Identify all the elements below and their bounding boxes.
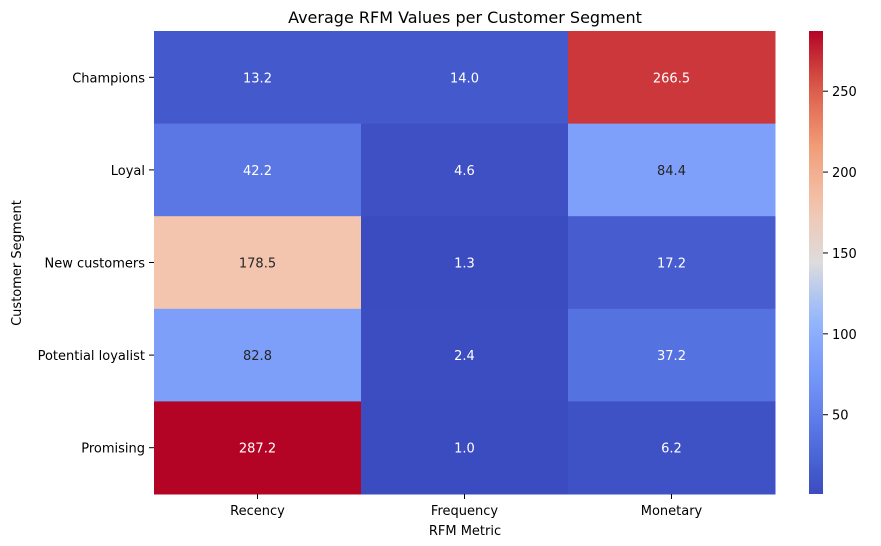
colorbar-tick-label: 100 [832,328,857,343]
cell-value-label: 1.3 [454,257,475,272]
x-tick-label: Frequency [431,504,498,519]
heatmap-cell [568,123,776,217]
cell-value-label: 84.4 [657,164,686,179]
colorbar-gradient [809,31,823,494]
colorbar-tick-label: 200 [832,166,857,181]
cell-value-label: 2.4 [454,349,475,364]
colorbar-tick-label: 50 [832,409,849,424]
x-tick-label: Recency [230,504,285,519]
heatmap-cell [154,401,362,495]
y-tick-label: Potential loyalist [38,349,145,364]
cell-value-label: 82.8 [243,349,272,364]
heatmap-cell [568,401,776,495]
cell-value-label: 13.2 [243,71,272,86]
heatmap-cell [361,31,569,125]
heatmap-cell [154,31,362,125]
heatmap-cells [154,31,776,495]
cell-value-label: 37.2 [657,349,686,364]
colorbar-tick-label: 250 [832,85,857,100]
cell-value-label: 4.6 [454,164,475,179]
x-axis-label: RFM Metric [429,524,501,539]
chart-title: Average RFM Values per Customer Segment [288,8,642,27]
heatmap-cell [568,216,776,310]
heatmap-cell [154,308,362,402]
cell-value-label: 178.5 [239,257,276,272]
colorbar-tick-label: 150 [832,247,857,262]
colorbar: 50 100 150 200 250 [809,31,857,494]
cell-value-label: 42.2 [243,164,272,179]
x-axis: Recency Frequency Monetary [230,494,703,519]
heatmap-cell [568,308,776,402]
heatmap-cell [568,31,776,125]
cell-value-labels: 13.2 14.0 266.5 42.2 4.6 84.4 178.5 1.3 17.2 82.8… [239,71,690,456]
heatmap-cell [361,123,569,217]
y-tick-label: New customers [45,257,146,272]
colorbar-ticks: 50 100 150 200 250 [823,85,857,424]
y-axis: Champions Loyal New customers Potential loy… [38,71,154,457]
cell-value-label: 287.2 [239,442,276,457]
y-axis-label: Customer Segment [10,200,25,326]
heatmap-cell [361,401,569,495]
heatmap-cell [361,308,569,402]
y-tick-label: Promising [81,442,145,457]
x-tick-label: Monetary [641,504,703,519]
cell-value-label: 14.0 [450,71,479,86]
heatmap-cell [154,123,362,217]
heatmap-cell [154,216,362,310]
cell-value-label: 1.0 [454,442,475,457]
heatmap-cell [361,216,569,310]
y-tick-label: Champions [72,71,145,86]
y-tick-label: Loyal [111,164,145,179]
cell-value-label: 266.5 [653,71,690,86]
cell-value-label: 17.2 [657,257,686,272]
cell-value-label: 6.2 [661,442,682,457]
